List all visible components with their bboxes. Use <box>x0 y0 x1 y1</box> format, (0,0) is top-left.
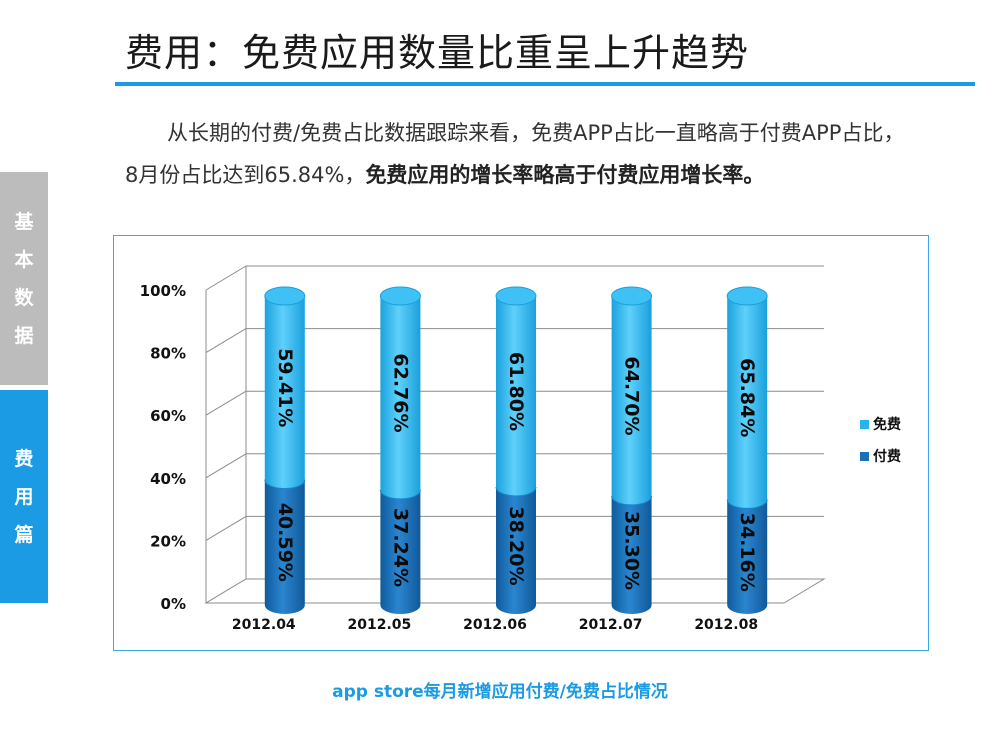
bar-paid <box>496 486 536 614</box>
sidebar-tab-char: 费 <box>14 447 34 470</box>
sidebar-tab-fees[interactable]: 费用篇 <box>0 390 48 603</box>
x-tick-label: 2012.07 <box>579 617 643 633</box>
bar-paid <box>264 479 305 614</box>
sidebar-tab-char: 篇 <box>14 523 34 546</box>
sidebar-tab-char: 用 <box>14 485 34 508</box>
bar-paid <box>611 495 652 614</box>
bar-free <box>611 296 652 505</box>
bar-paid <box>380 489 421 614</box>
data-label-paid: 37.24% <box>389 508 411 587</box>
data-label-free: 59.41% <box>274 348 296 427</box>
bar-top <box>726 286 768 306</box>
data-label-free: 64.70% <box>621 356 643 435</box>
bar-free <box>496 296 536 496</box>
bar-paid <box>727 499 768 614</box>
y-tick-label: 60% <box>150 407 186 425</box>
chart-caption: app store每月新增应用付费/免费占比情况 <box>332 682 668 702</box>
x-tick-label: 2012.04 <box>232 617 296 633</box>
gridline-side <box>205 453 247 479</box>
x-tick-label: 2012.08 <box>694 617 758 633</box>
legend-swatch <box>860 452 869 461</box>
sidebar-tab-char: 数 <box>14 286 34 309</box>
sidebar-tab-char: 基 <box>14 210 34 233</box>
bar-boundary <box>726 499 768 509</box>
data-label-free: 61.80% <box>505 352 527 431</box>
bar-boundary <box>495 486 537 497</box>
intro-text: 从长期的付费/免费占比数据跟踪来看，免费APP占比一直略高于付费APP占比，8月… <box>125 121 905 187</box>
legend-label: 付费 <box>873 448 901 465</box>
x-tick-label: 2012.06 <box>463 617 527 633</box>
bar-free <box>380 296 421 499</box>
sidebar-tab-basic-data[interactable]: 基本数据 <box>0 172 48 385</box>
bar-boundary <box>379 489 421 500</box>
bar-free <box>727 296 768 509</box>
bar-boundary <box>611 495 653 506</box>
bar-top <box>495 286 537 306</box>
y-tick-label: 20% <box>150 532 186 550</box>
y-tick-label: 40% <box>150 470 186 488</box>
data-label-paid: 38.20% <box>505 506 527 585</box>
bar-top <box>611 286 653 306</box>
gridline-side <box>205 265 247 291</box>
bar-top <box>379 286 421 306</box>
intro-emphasis: 免费应用的增长率略高于付费应用增长率。 <box>365 163 765 187</box>
y-tick-label: 100% <box>140 282 186 300</box>
legend-swatch <box>860 420 869 429</box>
data-label-paid: 34.16% <box>736 513 758 592</box>
gridline-side <box>205 515 247 541</box>
y-tick-label: 80% <box>150 345 186 363</box>
gridline-side <box>205 390 247 416</box>
data-label-free: 65.84% <box>736 358 758 437</box>
page-title: 费用：免费应用数量比重呈上升趋势 <box>125 31 750 75</box>
bar-boundary <box>264 479 306 490</box>
y-tick-label: 0% <box>161 595 186 613</box>
legend-label: 免费 <box>873 416 901 433</box>
title-divider <box>115 82 975 86</box>
x-tick-label: 2012.05 <box>348 617 412 633</box>
data-label-paid: 40.59% <box>274 503 296 582</box>
bar-free <box>264 296 305 489</box>
bar-top <box>264 286 306 306</box>
data-label-free: 62.76% <box>389 353 411 432</box>
chart-container: 0% 20% 40% 60% 80% 100% 59.41% 40.59% 2012.04 62.… <box>113 235 929 651</box>
sidebar-tab-char: 本 <box>14 248 34 271</box>
data-label-paid: 35.30% <box>621 511 643 590</box>
sidebar-tab-char: 据 <box>14 324 34 347</box>
stacked-cylinder-chart: 0% 20% 40% 60% 80% 100% 59.41% 40.59% 2012.04 62.… <box>140 265 901 633</box>
gridline-side <box>205 328 247 354</box>
intro-paragraph: 从长期的付费/免费占比数据跟踪来看，免费APP占比一直略高于付费APP占比，8月… <box>125 112 915 196</box>
